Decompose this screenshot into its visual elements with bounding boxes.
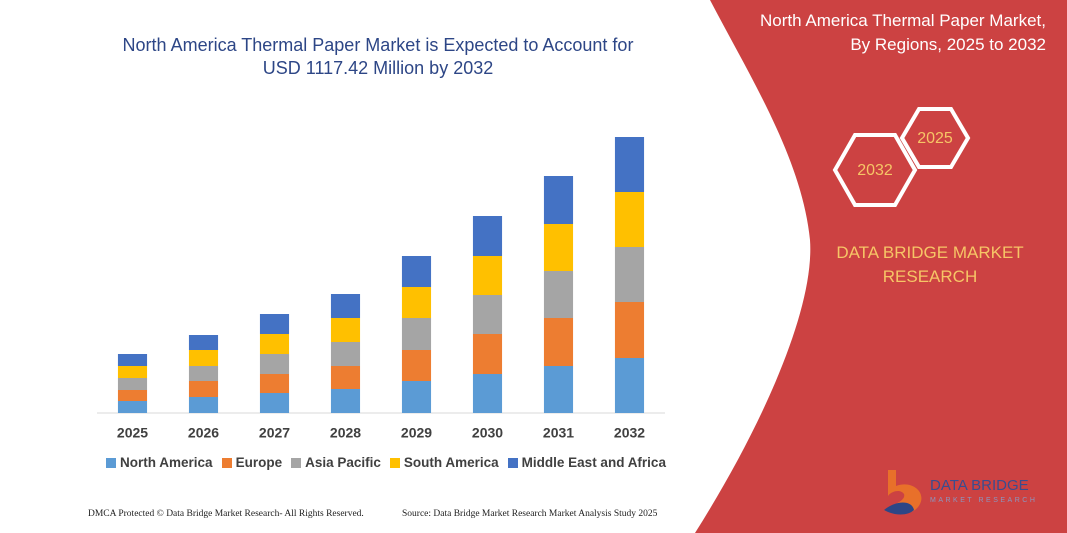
bar-segment xyxy=(188,366,219,381)
x-tick-label: 2032 xyxy=(614,425,645,441)
bar-segment xyxy=(614,247,645,302)
bar-segment xyxy=(117,354,148,366)
source: Source: Data Bridge Market Research Mark… xyxy=(402,509,658,519)
bar-segment xyxy=(614,358,645,413)
chart-title: North America Thermal Paper Market is Ex… xyxy=(122,35,634,78)
bar-segment xyxy=(401,256,432,287)
bar-segment xyxy=(543,366,574,413)
bar-segment xyxy=(259,334,290,354)
bar-segment xyxy=(401,350,432,381)
hexagon-label: 2032 xyxy=(857,162,893,179)
bar-segment xyxy=(614,137,645,192)
bar-segment xyxy=(614,302,645,358)
bar-segment xyxy=(259,374,290,393)
hexagon-label: 2025 xyxy=(917,130,953,147)
x-tick-label: 2029 xyxy=(401,425,432,441)
legend-label: Middle East and Africa xyxy=(521,455,666,470)
legend-item: Asia Pacific xyxy=(291,455,381,470)
legend-label: South America xyxy=(403,455,499,470)
legend-label: North America xyxy=(120,455,213,470)
logo-mark xyxy=(884,502,914,515)
legend-item: North America xyxy=(106,455,213,470)
legend-swatch xyxy=(106,457,117,468)
bar-segment xyxy=(472,256,503,295)
logo-name: DATA BRIDGE xyxy=(930,477,1029,494)
bar-segment xyxy=(259,314,290,334)
bar-segment xyxy=(188,350,219,366)
bar-segment xyxy=(543,224,574,271)
bar-segment xyxy=(472,374,503,413)
bar-segment xyxy=(259,354,290,374)
x-tick-label: 2025 xyxy=(117,425,148,441)
brand: DATA BRIDGE MARKET RESEARCH xyxy=(836,243,1024,286)
hexagon xyxy=(832,133,918,207)
x-tick-label: 2031 xyxy=(543,425,574,441)
bar-segment xyxy=(188,381,219,397)
bar-segment xyxy=(401,381,432,413)
legend-item: South America xyxy=(389,455,499,470)
legend-label: Europe xyxy=(235,455,283,470)
logo-mark xyxy=(884,470,922,514)
bar-segment xyxy=(330,318,361,342)
bar-segment xyxy=(188,335,219,350)
bar-segment xyxy=(401,287,432,318)
bar-segment xyxy=(614,192,645,247)
hexagon xyxy=(899,107,971,169)
bar-segment xyxy=(543,271,574,318)
x-tick-label: 2028 xyxy=(330,425,361,441)
bar-segment xyxy=(543,318,574,366)
legend-swatch xyxy=(291,457,302,468)
bar-segment xyxy=(117,378,148,390)
bar-segment xyxy=(117,390,148,401)
legend-swatch xyxy=(507,457,518,468)
legend-item: Europe xyxy=(221,455,283,470)
x-tick-label: 2026 xyxy=(188,425,219,441)
bar-segment xyxy=(330,342,361,366)
bar-segment xyxy=(117,401,148,413)
legend-label: Asia Pacific xyxy=(305,455,381,470)
bar-segment xyxy=(259,393,290,413)
bar-segment xyxy=(330,389,361,413)
bar-segment xyxy=(472,295,503,334)
legend-swatch xyxy=(221,457,232,468)
bar-segment xyxy=(117,366,148,378)
bar-segment xyxy=(472,334,503,374)
copyright: DMCA Protected © Data Bridge Market Rese… xyxy=(88,509,364,519)
bar-segment xyxy=(543,176,574,224)
bar-segment xyxy=(188,397,219,413)
bar-segment xyxy=(330,366,361,389)
side-panel xyxy=(695,0,1067,533)
legend: North America Europe Asia Pacific South Ame… xyxy=(97,455,675,470)
x-tick-label: 2030 xyxy=(472,425,503,441)
legend-swatch xyxy=(389,457,400,468)
logo-tagline: MARKET RESEARCH xyxy=(930,497,1037,504)
bar-segment xyxy=(401,318,432,350)
bar-segment xyxy=(472,216,503,256)
x-tick-label: 2027 xyxy=(259,425,290,441)
panel-title: North America Thermal Paper Market, By R… xyxy=(760,11,1046,54)
legend-item: Middle East and Africa xyxy=(507,455,666,470)
bar-segment xyxy=(330,294,361,318)
